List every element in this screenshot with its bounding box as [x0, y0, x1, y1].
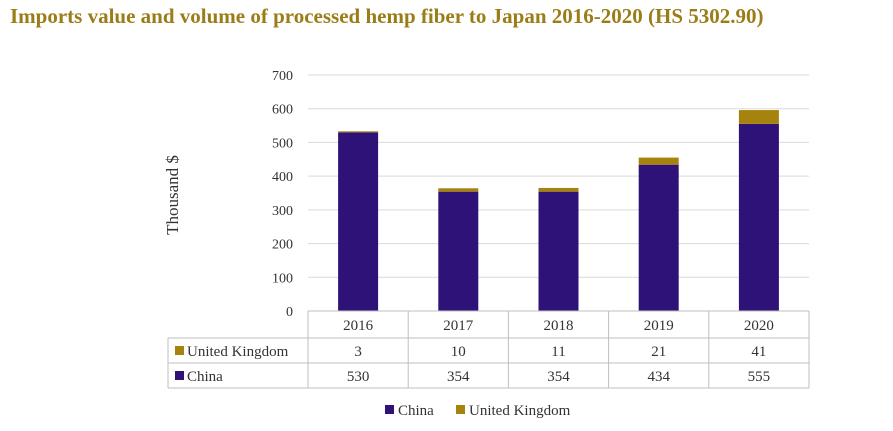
data-label: 11: [551, 344, 565, 360]
table-row-label: China: [187, 369, 223, 385]
x-tick-label: 2016: [343, 318, 374, 334]
legend-label: United Kingdom: [469, 403, 571, 419]
bar-china-2018: [538, 191, 579, 311]
x-tick-label: 2020: [744, 318, 774, 334]
bar-china-2016: [338, 132, 379, 311]
y-tick-label: 100: [272, 271, 293, 286]
data-table: 2016 2017 2018 2019 2020 United Kingdom 3 10 11 2…: [167, 310, 810, 389]
bar-united-kingdom-2017: [438, 188, 479, 192]
y-axis-label: Thousand $: [163, 155, 182, 235]
table-row-label: United Kingdom: [187, 344, 289, 360]
legend: China United Kingdom: [385, 403, 571, 419]
data-label: 3: [354, 344, 362, 360]
legend-swatch: [385, 405, 394, 414]
y-tick-label: 600: [272, 103, 293, 118]
bar-china-2020: [738, 123, 779, 311]
data-label: 555: [748, 369, 771, 385]
bar-united-kingdom-2016: [338, 131, 379, 133]
data-label: 354: [447, 369, 470, 385]
data-label: 354: [547, 369, 570, 385]
bar-united-kingdom-2019: [638, 157, 679, 165]
x-tick-label: 2019: [644, 318, 674, 334]
data-label: 434: [647, 369, 670, 385]
y-tick-label: 400: [272, 170, 293, 185]
y-tick-label: 300: [272, 204, 293, 219]
table-legend-key: [175, 346, 184, 355]
bars: [338, 110, 779, 311]
data-label: 21: [651, 344, 666, 360]
legend-label: China: [398, 403, 434, 419]
table-legend-key: [175, 371, 184, 380]
bar-china-2017: [438, 191, 479, 311]
x-tick-label: 2018: [544, 318, 574, 334]
chart-title: Imports value and volume of processed he…: [10, 4, 764, 28]
x-tick-label: 2017: [443, 318, 474, 334]
bar-china-2019: [638, 164, 679, 311]
y-tick-label: 200: [272, 238, 293, 253]
legend-swatch: [456, 405, 465, 414]
y-tick-label: 0: [286, 305, 293, 320]
data-label: 41: [751, 344, 766, 360]
data-label: 530: [347, 369, 370, 385]
y-tick-label: 500: [272, 136, 293, 151]
y-tick-label: 700: [272, 69, 293, 84]
bar-united-kingdom-2020: [738, 110, 779, 124]
y-axis-ticks: 0 100 200 300 400 500 600 700: [272, 69, 293, 320]
bar-united-kingdom-2018: [538, 187, 579, 192]
data-label: 10: [451, 344, 466, 360]
